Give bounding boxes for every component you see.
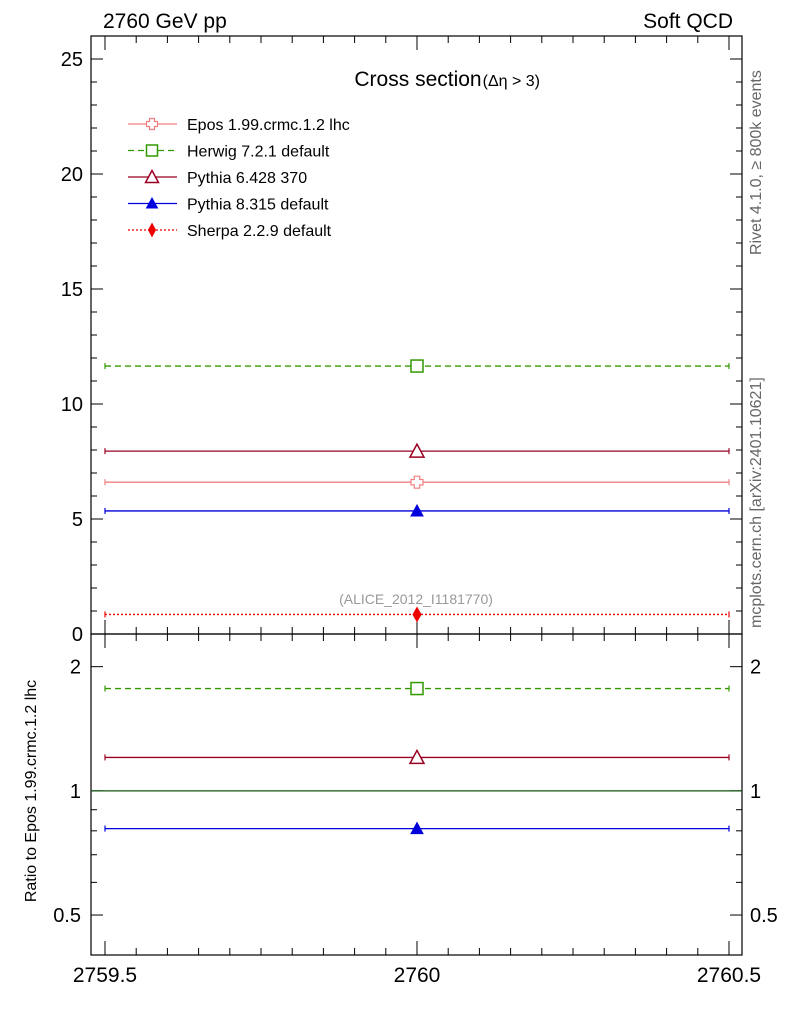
ratio-series-herwig-7-2-1-default — [104, 681, 730, 696]
legend-label: Herwig 7.2.1 default — [187, 144, 330, 161]
ratio-y-tick-label: 2 — [70, 657, 81, 679]
main-y-tick-label: 25 — [61, 49, 83, 71]
ratio-series-marker — [410, 681, 424, 696]
main-y-tick-label: 5 — [72, 509, 83, 531]
series-marker — [410, 475, 424, 489]
ratio-y-tick-label: 1 — [70, 781, 81, 803]
main-y-tick-label: 20 — [61, 164, 83, 186]
ratio-y-tick-label-right: 1 — [750, 781, 761, 803]
ratio-series-pythia-6-428-370 — [104, 748, 730, 765]
series-marker — [408, 442, 426, 458]
x-tick-label: 2760 — [394, 964, 441, 987]
legend-item-herwig-7-2-1-default: Herwig 7.2.1 default — [128, 144, 330, 161]
ratio-series-pythia-8-315-default — [104, 821, 730, 835]
legend-marker — [145, 144, 159, 157]
legend-item-pythia-8-315-default: Pythia 8.315 default — [128, 197, 329, 214]
mcplots-label: mcplots.cern.ch [arXiv:2401.10621] — [748, 377, 765, 628]
main-y-tick-label: 10 — [61, 394, 83, 416]
legend-item-epos-1-99-crmc-1-2-lhc: Epos 1.99.crmc.1.2 lhc — [128, 117, 350, 134]
analysis-watermark: (ALICE_2012_I1181770) — [339, 591, 493, 607]
series-pythia-6-428-370 — [104, 442, 730, 458]
main-plot: 0 5 10 15 20 25 Cross section (Δη > 3) (ALICE_20… — [61, 35, 743, 646]
ratio-series-marker — [408, 748, 426, 765]
main-y-tick-label: 0 — [72, 624, 83, 646]
ratio-y-tick-label-right: 2 — [750, 657, 761, 679]
legend-item-pythia-6-428-370: Pythia 6.428 370 — [128, 168, 307, 187]
legend-label: Pythia 8.315 default — [187, 197, 329, 214]
ratio-series-marker — [410, 821, 424, 835]
ratio-plot: 0.5 0.5 1 1 2 2 2759.5 2760 2760.5 — [53, 633, 778, 987]
legend-marker — [145, 117, 159, 131]
series-marker — [410, 359, 424, 373]
legend-label: Sherpa 2.2.9 default — [187, 223, 332, 240]
legend: Epos 1.99.crmc.1.2 lhc Herwig 7.2.1 defau… — [128, 117, 350, 240]
legend-marker — [145, 196, 159, 209]
main-y-tick-label: 15 — [61, 279, 83, 301]
series-marker — [412, 606, 422, 623]
ratio-ylabel: Ratio to Epos 1.99.crmc.1.2 lhc — [23, 680, 40, 902]
main-chart-title-suffix: (Δη > 3) — [483, 73, 540, 90]
legend-marker — [147, 222, 157, 238]
legend-marker — [144, 168, 160, 184]
legend-item-sherpa-2-2-9-default: Sherpa 2.2.9 default — [128, 222, 332, 240]
series-pythia-8-315-default — [104, 503, 730, 517]
series-herwig-7-2-1-default — [104, 359, 730, 373]
header-right: Soft QCD — [643, 10, 733, 33]
legend-label: Pythia 6.428 370 — [187, 170, 307, 187]
series-sherpa-2-2-9-default — [104, 606, 730, 623]
series-marker — [410, 503, 424, 517]
x-tick-label: 2760.5 — [697, 964, 761, 987]
ratio-y-tick-label: 0.5 — [53, 905, 81, 927]
series-epos-1-99-crmc-1-2-lhc — [104, 475, 730, 489]
rivet-label: Rivet 4.1.0, ≥ 800k events — [748, 70, 765, 255]
main-chart-title: Cross section — [354, 68, 481, 91]
header-left: 2760 GeV pp — [103, 10, 227, 33]
legend-label: Epos 1.99.crmc.1.2 lhc — [187, 117, 350, 134]
x-tick-label: 2759.5 — [73, 964, 137, 987]
ratio-y-tick-label-right: 0.5 — [750, 905, 778, 927]
